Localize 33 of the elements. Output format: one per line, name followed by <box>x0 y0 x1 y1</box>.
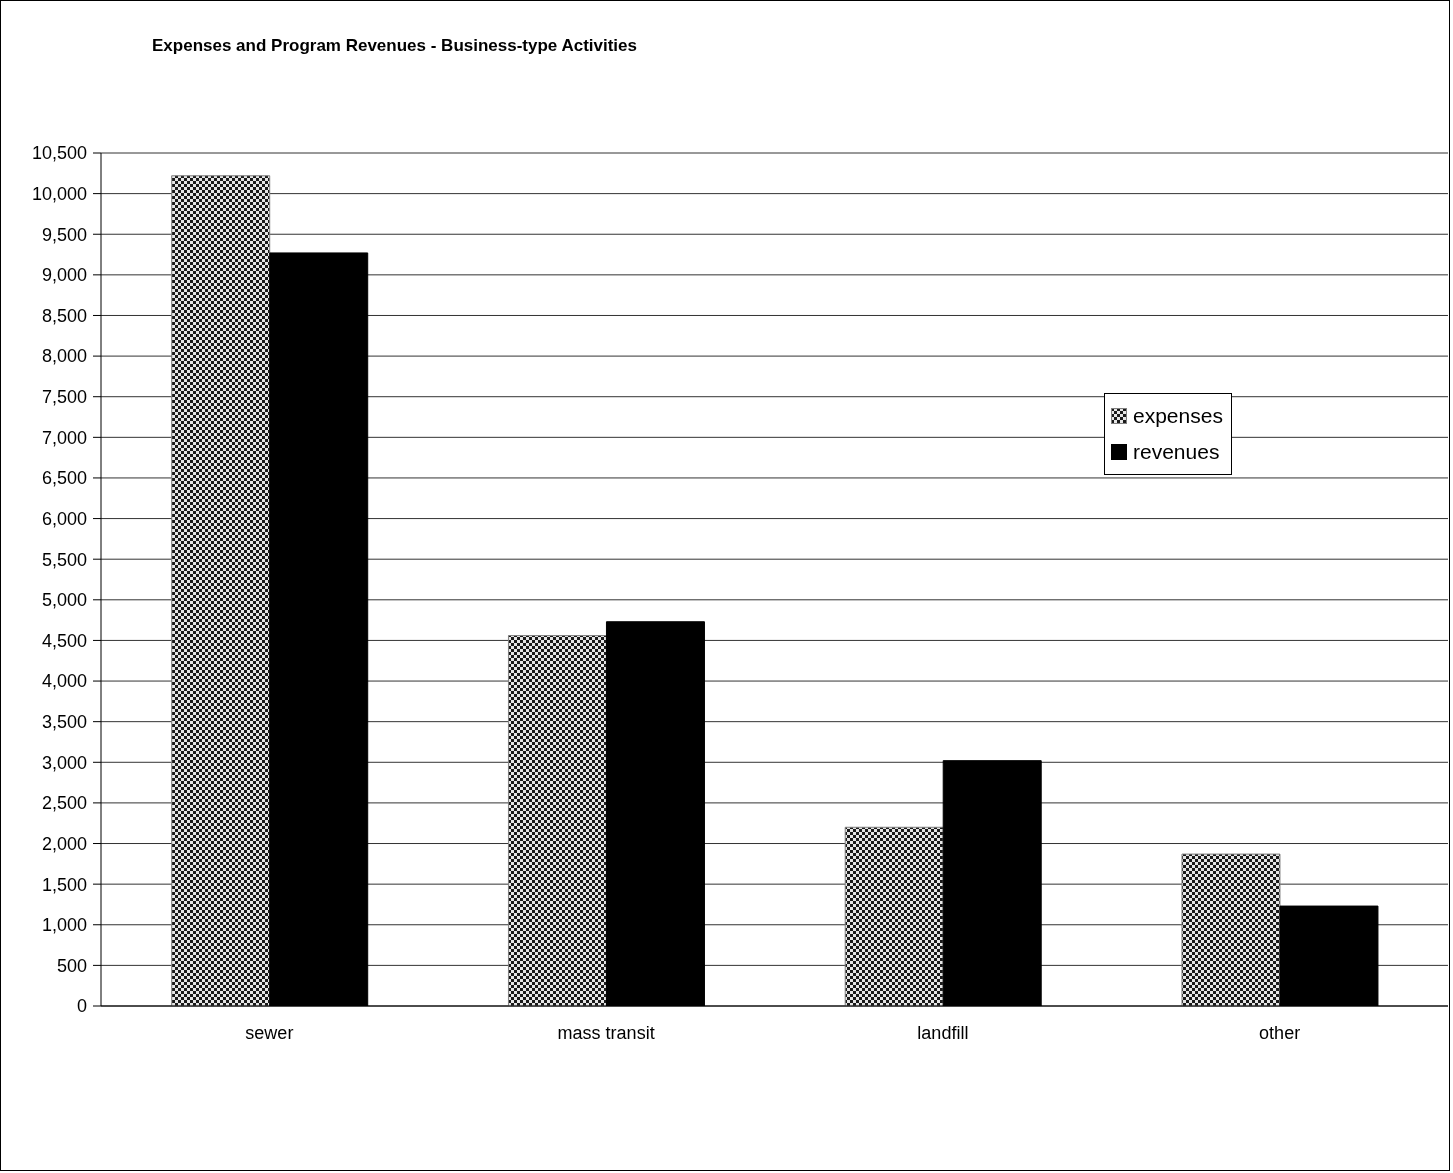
bar <box>844 826 944 1006</box>
y-tick-label: 4,000 <box>41 671 87 692</box>
y-tick-label: 8,500 <box>41 305 87 326</box>
bar <box>171 175 271 1006</box>
bar <box>1181 853 1281 1006</box>
y-tick-label: 1,500 <box>41 874 87 895</box>
legend-label: revenues <box>1133 440 1220 464</box>
chart-title: Expenses and Program Revenues - Business-type Activities <box>152 36 637 56</box>
y-tick-label: 9,500 <box>41 224 87 245</box>
x-tick-label: other <box>1259 1022 1301 1043</box>
legend-label: expenses <box>1133 404 1223 428</box>
y-tick-label: 2,000 <box>41 833 87 854</box>
y-tick-label: 7,500 <box>41 387 87 408</box>
y-tick-label: 1,000 <box>41 915 87 936</box>
x-tick-label: sewer <box>245 1022 294 1043</box>
y-tick-label: 6,000 <box>41 508 87 529</box>
y-tick-label: 6,500 <box>41 468 87 489</box>
y-tick-label: 3,500 <box>41 712 87 733</box>
y-tick-label: 10,000 <box>31 184 87 205</box>
y-tick-label: 9,000 <box>41 265 87 286</box>
y-tick-label: 2,500 <box>41 793 87 814</box>
y-tick-label: 8,000 <box>41 346 87 367</box>
y-tick-label: 5,500 <box>41 549 87 570</box>
x-tick-label: landfill <box>917 1022 969 1043</box>
y-tick-label: 4,500 <box>41 630 87 651</box>
x-tick-label: mass transit <box>557 1022 655 1043</box>
y-tick-label: 7,000 <box>41 427 87 448</box>
y-tick-label: 10,500 <box>31 143 87 164</box>
y-tick-label: 500 <box>56 955 87 976</box>
y-tick-label: 3,000 <box>41 752 87 773</box>
y-tick-label: 5,000 <box>41 590 87 611</box>
y-tick-label: 0 <box>76 996 87 1017</box>
bar <box>507 635 607 1006</box>
